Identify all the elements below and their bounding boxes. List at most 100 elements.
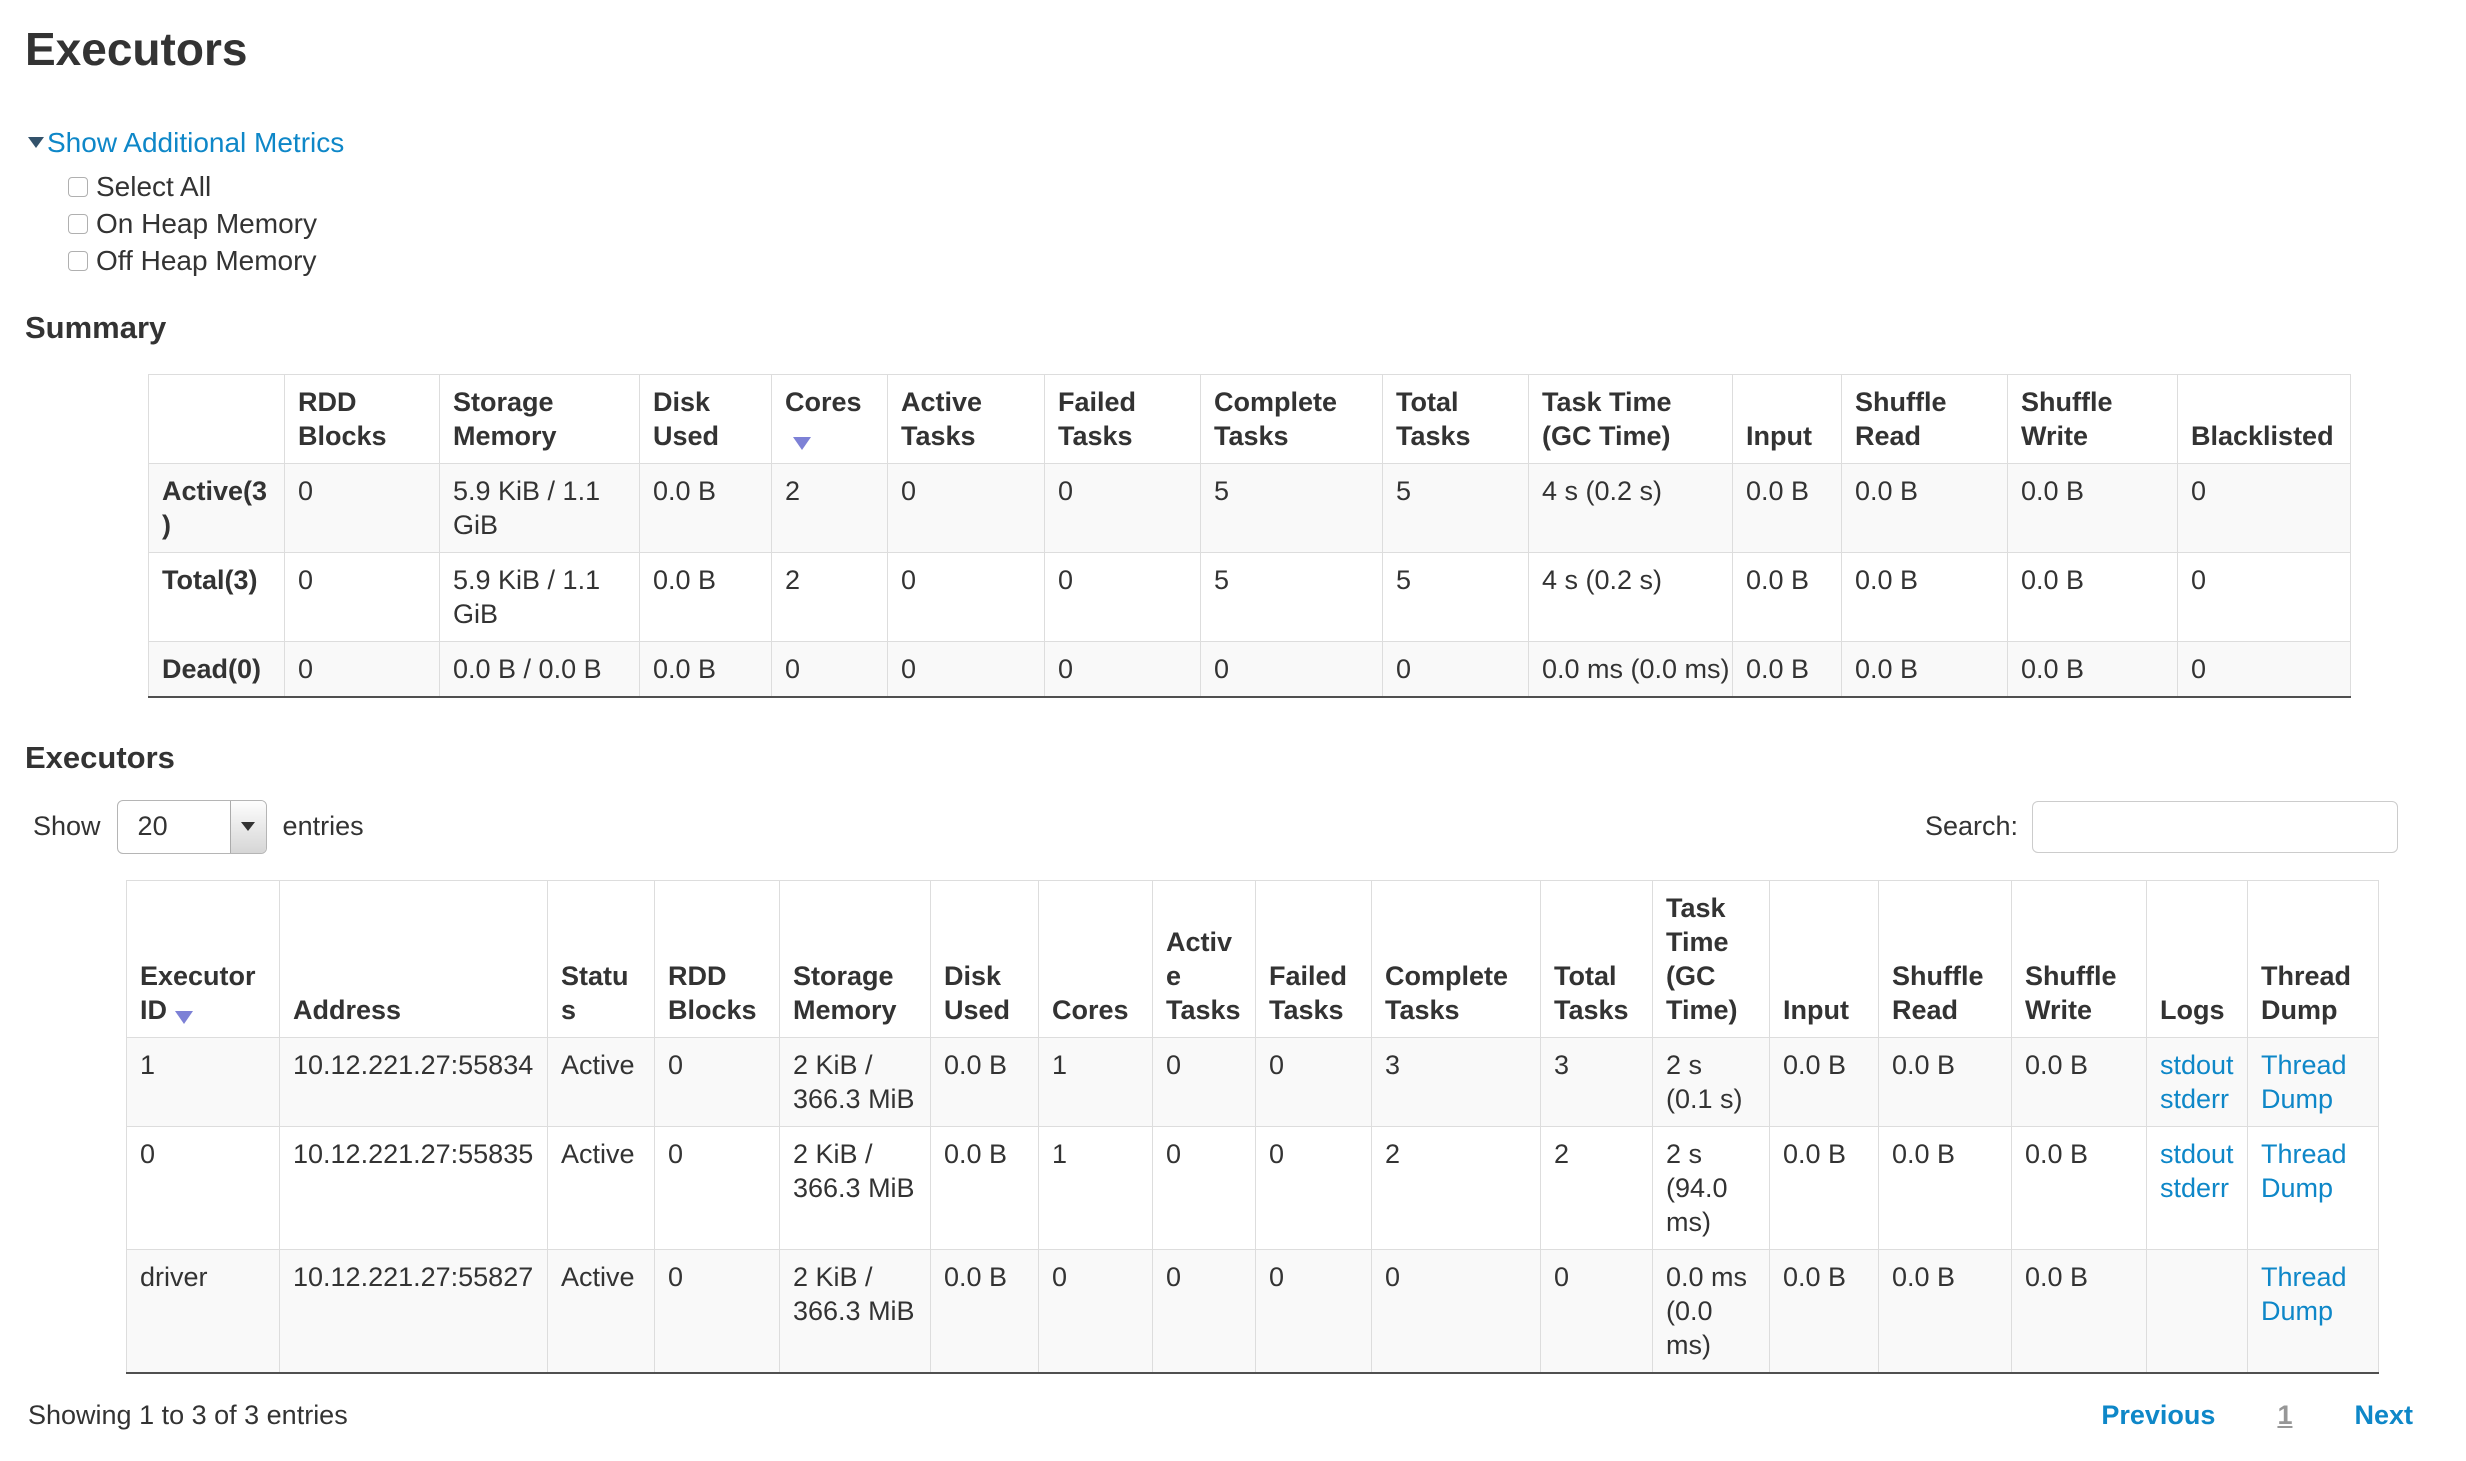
executors-table: Executor ID Address Status RDD Blocks St… xyxy=(126,879,2379,1374)
checkbox-label: Off Heap Memory xyxy=(96,245,317,276)
cell-complete-tasks: 0 xyxy=(1371,1248,1541,1373)
page-title: Executors xyxy=(25,23,248,75)
cell-active-tasks: 0 xyxy=(1152,1125,1256,1250)
cell-task-time: 4 s (0.2 s) xyxy=(1528,551,1733,642)
col-logs[interactable]: Logs xyxy=(2146,879,2248,1038)
cell-total-tasks: 3 xyxy=(1540,1036,1653,1127)
col-failed-tasks[interactable]: Failed Tasks xyxy=(1255,879,1372,1038)
col-task-time[interactable]: Task Time (GC Time) xyxy=(1528,373,1733,464)
additional-metrics-section: Show Additional Metrics Select All On He… xyxy=(25,124,2466,280)
cell-shuffle-write: 0.0 B xyxy=(2011,1036,2147,1127)
cell-shuffle-read: 0.0 B xyxy=(1841,462,2008,553)
cell-blacklisted: 0 xyxy=(2177,462,2351,553)
cell-complete-tasks: 2 xyxy=(1371,1125,1541,1250)
cell-disk-used: 0.0 B xyxy=(639,551,772,642)
cell-shuffle-read: 0.0 B xyxy=(1841,640,2008,697)
col-executor-id[interactable]: Executor ID xyxy=(126,879,280,1038)
col-active-tasks[interactable]: Active Tasks xyxy=(887,373,1045,464)
cell-storage-memory: 2 KiB / 366.3 MiB xyxy=(779,1036,931,1127)
col-total-tasks[interactable]: Total Tasks xyxy=(1540,879,1653,1038)
cell-rdd-blocks: 0 xyxy=(654,1248,780,1373)
stdout-link[interactable]: stdout xyxy=(2160,1049,2234,1080)
metrics-option-off-heap: Off Heap Memory xyxy=(68,243,2466,280)
thread-dump-link[interactable]: Thread Dump xyxy=(2261,1138,2347,1203)
cell-executor-id: 1 xyxy=(126,1036,280,1127)
checkbox-label: Select All xyxy=(96,171,212,202)
col-rdd-blocks[interactable]: RDD Blocks xyxy=(284,373,440,464)
col-total-tasks[interactable]: Total Tasks xyxy=(1382,373,1529,464)
entries-label: entries xyxy=(282,811,364,841)
col-storage-memory[interactable]: Storage Memory xyxy=(779,879,931,1038)
col-blacklisted[interactable]: Blacklisted xyxy=(2177,373,2351,464)
cell-storage-memory: 5.9 KiB / 1.1 GiB xyxy=(439,551,640,642)
cell-rowlabel: Active(3) xyxy=(148,462,285,553)
col-rdd-blocks[interactable]: RDD Blocks xyxy=(654,879,780,1038)
cell-storage-memory: 2 KiB / 366.3 MiB xyxy=(779,1125,931,1250)
search-input[interactable] xyxy=(2032,800,2398,853)
cell-disk-used: 0.0 B xyxy=(639,462,772,553)
select-all-checkbox[interactable] xyxy=(68,177,88,197)
col-shuffle-write[interactable]: Shuffle Write xyxy=(2007,373,2178,464)
select-caret-zone xyxy=(229,800,266,853)
page-length-select[interactable]: 20 xyxy=(116,799,267,854)
col-disk-used[interactable]: Disk Used xyxy=(930,879,1039,1038)
stderr-link[interactable]: stderr xyxy=(2160,1172,2230,1203)
page-length-value: 20 xyxy=(137,811,168,841)
col-complete-tasks[interactable]: Complete Tasks xyxy=(1200,373,1383,464)
cell-shuffle-read: 0.0 B xyxy=(1841,551,2008,642)
sort-desc-icon xyxy=(175,1010,193,1024)
cell-status: Active xyxy=(547,1036,655,1127)
col-storage-memory[interactable]: Storage Memory xyxy=(439,373,640,464)
cell-input: 0.0 B xyxy=(1732,462,1842,553)
col-shuffle-read[interactable]: Shuffle Read xyxy=(1878,879,2012,1038)
off-heap-memory-checkbox[interactable] xyxy=(68,251,88,271)
stdout-link[interactable]: stdout xyxy=(2160,1138,2234,1169)
cell-active-tasks: 0 xyxy=(887,551,1045,642)
summary-row-total: Total(3) 0 5.9 KiB / 1.1 GiB 0.0 B 2 0 0… xyxy=(148,551,2351,642)
col-input[interactable]: Input xyxy=(1769,879,1879,1038)
col-disk-used[interactable]: Disk Used xyxy=(639,373,772,464)
col-shuffle-read[interactable]: Shuffle Read xyxy=(1841,373,2008,464)
cell-task-time: 0.0 ms (0.0 ms) xyxy=(1528,640,1733,697)
col-status[interactable]: Status xyxy=(547,879,655,1038)
next-page-button[interactable]: Next xyxy=(2354,1399,2413,1430)
cell-shuffle-write: 0.0 B xyxy=(2007,462,2178,553)
cell-rdd-blocks: 0 xyxy=(284,640,440,697)
col-complete-tasks[interactable]: Complete Tasks xyxy=(1371,879,1541,1038)
cell-total-tasks: 0 xyxy=(1540,1248,1653,1373)
thread-dump-link[interactable]: Thread Dump xyxy=(2261,1049,2347,1114)
toggle-label: Show Additional Metrics xyxy=(47,126,345,158)
cell-input: 0.0 B xyxy=(1732,640,1842,697)
col-cores[interactable]: Cores xyxy=(1038,879,1153,1038)
executors-header-row: Executor ID Address Status RDD Blocks St… xyxy=(126,879,2379,1038)
col-rowlabel[interactable] xyxy=(148,373,285,464)
col-active-tasks[interactable]: Active Tasks xyxy=(1152,879,1256,1038)
col-input[interactable]: Input xyxy=(1732,373,1842,464)
summary-heading: Summary xyxy=(25,309,167,345)
col-address[interactable]: Address xyxy=(279,879,548,1038)
caret-down-icon xyxy=(241,822,256,831)
on-heap-memory-checkbox[interactable] xyxy=(68,214,88,234)
col-task-time[interactable]: Task Time (GC Time) xyxy=(1652,879,1770,1038)
search-label: Search: xyxy=(1924,811,2018,841)
executor-row: 0 10.12.221.27:55835 Active 0 2 KiB / 36… xyxy=(126,1125,2379,1250)
entries-info: Showing 1 to 3 of 3 entries xyxy=(28,1399,348,1430)
cell-cores: 2 xyxy=(771,462,888,553)
stderr-link[interactable]: stderr xyxy=(2160,1083,2230,1114)
cell-status: Active xyxy=(547,1125,655,1250)
current-page-button[interactable]: 1 xyxy=(2277,1399,2293,1430)
checkbox-label: On Heap Memory xyxy=(96,208,317,239)
col-shuffle-write[interactable]: Shuffle Write xyxy=(2011,879,2147,1038)
cell-rdd-blocks: 0 xyxy=(654,1036,780,1127)
col-failed-tasks[interactable]: Failed Tasks xyxy=(1044,373,1201,464)
show-additional-metrics-toggle[interactable]: Show Additional Metrics xyxy=(28,127,344,159)
cell-address: 10.12.221.27:55835 xyxy=(279,1125,548,1250)
cell-address: 10.12.221.27:55834 xyxy=(279,1036,548,1127)
cell-thread-dump: Thread Dump xyxy=(2247,1125,2379,1250)
cell-logs xyxy=(2146,1248,2248,1373)
col-cores[interactable]: Cores xyxy=(771,373,888,464)
thread-dump-link[interactable]: Thread Dump xyxy=(2261,1261,2347,1326)
previous-page-button[interactable]: Previous xyxy=(2101,1399,2216,1430)
col-thread-dump[interactable]: Thread Dump xyxy=(2247,879,2379,1038)
page-length-control: Show 20 entries xyxy=(33,799,364,854)
